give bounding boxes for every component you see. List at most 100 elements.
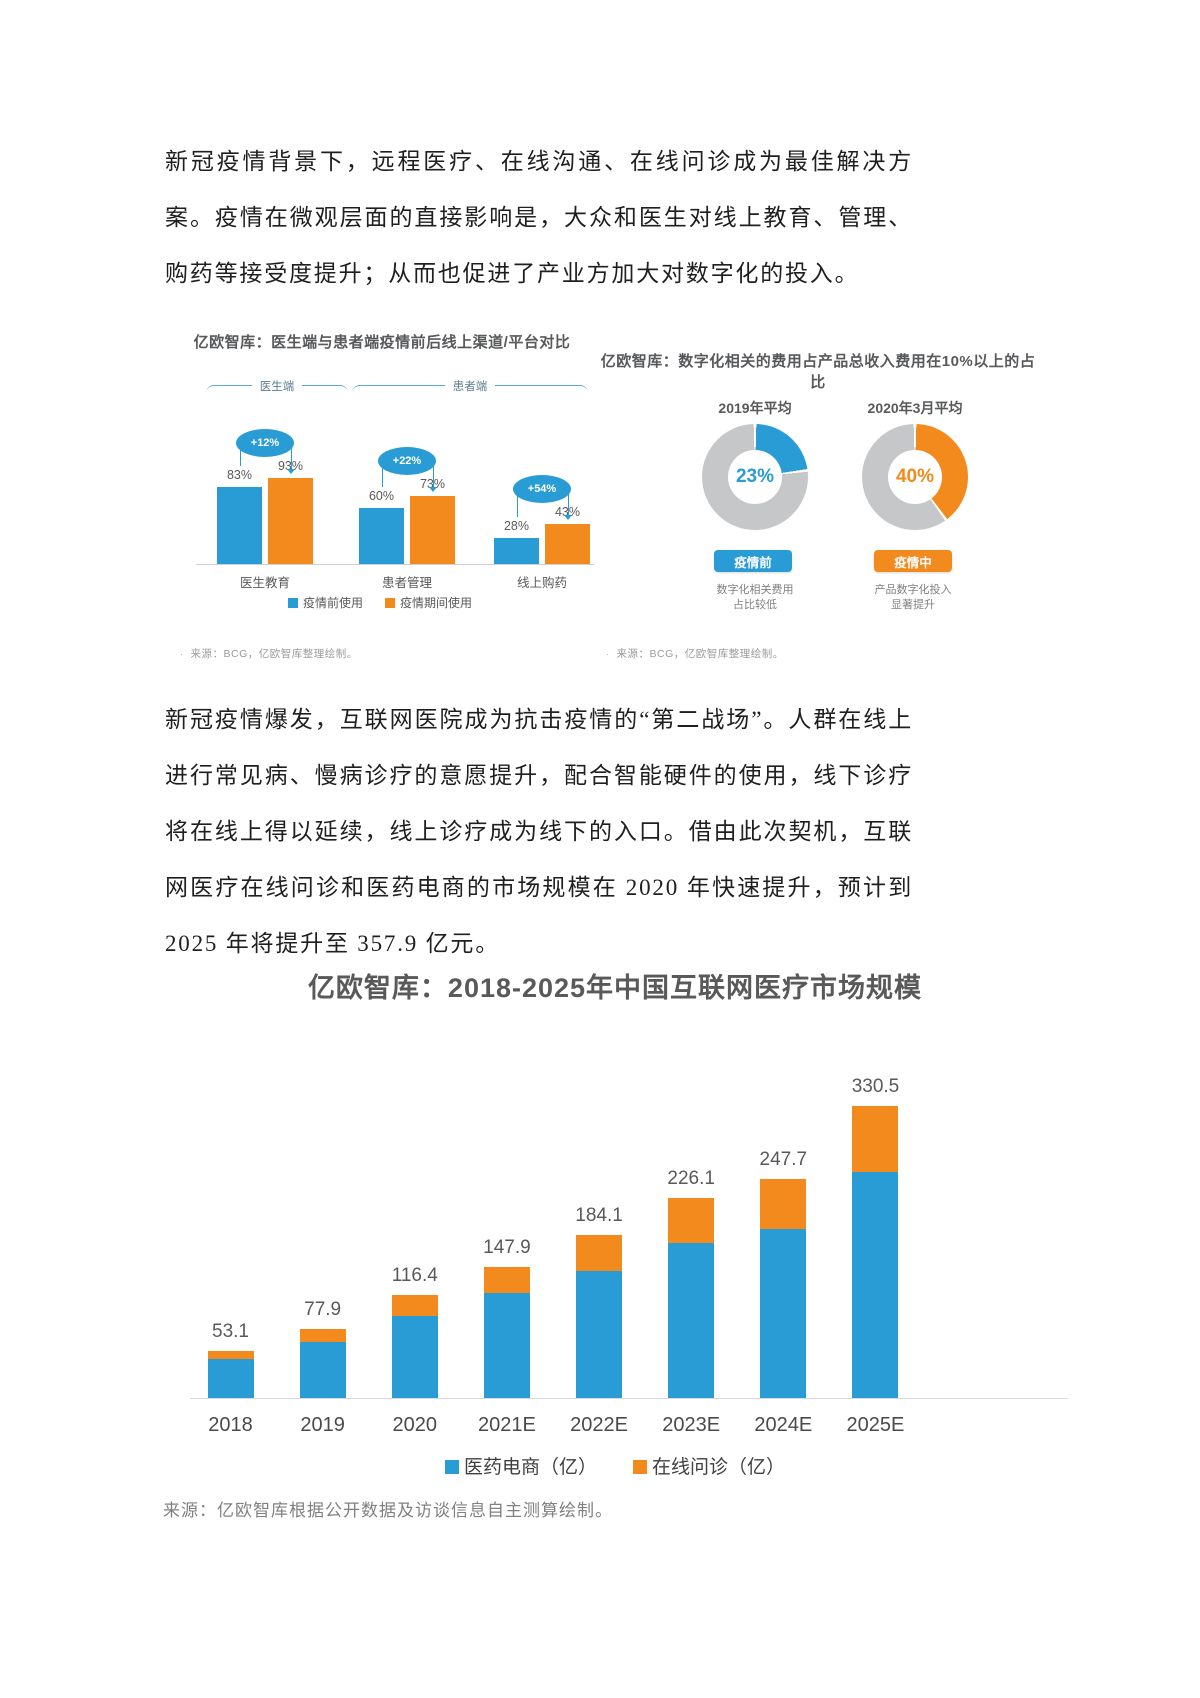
source-text: 来源：BCG，亿欧智库整理绘制。 (190, 648, 358, 660)
category-label: 医生教育 (239, 576, 290, 590)
bar-pharma-ecommerce (852, 1172, 899, 1398)
legend-swatch-orange (385, 597, 395, 608)
total-value-label: 53.1 (212, 1321, 249, 1343)
left-chart-legend: 疫情前使用 疫情期间使用 (170, 594, 590, 611)
total-value-label: 330.5 (851, 1075, 900, 1097)
bar-online-consultation (668, 1198, 715, 1243)
left-chart-axis-line (196, 564, 594, 565)
right-chart-source: · 来源：BCG，亿欧智库整理绘制。 (606, 646, 784, 661)
donut-chart-2019: 23% (702, 424, 808, 530)
bar-online-consultation (576, 1235, 623, 1272)
legend-label: 疫情期间使用 (400, 596, 473, 610)
market-size-axis-line (190, 1398, 1068, 1399)
bracket-line (206, 385, 252, 393)
bar-during-covid (545, 524, 590, 564)
change-bubble: +54% (513, 475, 571, 503)
legend-item: 疫情期间使用 (385, 594, 472, 611)
category-label: 患者管理 (381, 576, 432, 590)
total-value-label: 247.7 (759, 1149, 808, 1171)
change-bubble: +22% (378, 447, 436, 476)
x-axis-label: 2024E (754, 1414, 813, 1436)
bar-pharma-ecommerce (483, 1292, 530, 1398)
legend-label: 医药电商（亿） (463, 1457, 597, 1478)
bracket-label: 医生端 (259, 381, 295, 393)
left-chart-source: · 来源：BCG，亿欧智库整理绘制。 (180, 646, 358, 661)
bar-pre-covid (359, 508, 404, 564)
donut-2019-value: 23% (735, 466, 775, 487)
total-value-label: 226.1 (667, 1168, 715, 1190)
bar-value-label: 83% (226, 467, 253, 482)
source-text: 来源：BCG，亿欧智库整理绘制。 (616, 648, 784, 660)
bar-pre-covid (494, 537, 539, 564)
caption-line: 产品数字化投入 (874, 584, 952, 596)
bracket-line (495, 385, 588, 393)
bar-pre-covid (217, 486, 262, 564)
bar-online-consultation (207, 1351, 254, 1359)
group-bracket-patient-side: 患者端 (352, 381, 588, 396)
caption-line: 数字化相关费用 (716, 584, 794, 596)
legend-swatch-orange (633, 1460, 647, 1474)
change-bracket-left (239, 442, 242, 466)
bracket-label: 患者端 (452, 381, 488, 393)
legend-label: 疫情前使用 (302, 596, 363, 610)
total-value-label: 147.9 (483, 1237, 531, 1259)
change-arrow-icon (428, 487, 437, 493)
change-bracket-right (567, 489, 570, 515)
badge-during-covid: 疫情中 (874, 550, 952, 572)
caption-line: 显著提升 (891, 599, 935, 611)
donut-2020-value: 40% (895, 466, 935, 487)
caption-line: 占比较低 (733, 599, 777, 611)
legend-item: 在线问诊（亿） (633, 1452, 785, 1479)
total-value-label: 77.9 (304, 1299, 342, 1321)
donut-2019-label: 2019年平均 (718, 400, 792, 416)
donut-chart-2020: 40% (862, 424, 968, 530)
change-arrow-icon (286, 468, 295, 474)
donut-2020-caption: 产品数字化投入 显著提升 (852, 583, 974, 613)
legend-item: 医药电商（亿） (444, 1452, 597, 1479)
x-axis-label: 2023E (662, 1414, 721, 1436)
badge-pre-covid: 疫情前 (714, 550, 792, 572)
bar-pharma-ecommerce (391, 1316, 438, 1398)
donut-2020-label: 2020年3月平均 (867, 400, 963, 416)
category-label: 线上购药 (516, 576, 567, 590)
bar-online-consultation (299, 1329, 346, 1342)
paragraph-1: 新冠疫情背景下，远程医疗、在线沟通、在线问诊成为最佳解决方案。疫情在微观层面的直… (165, 149, 913, 286)
bar-pharma-ecommerce (668, 1242, 715, 1398)
bar-during-covid (410, 496, 455, 564)
legend-label: 在线问诊（亿） (652, 1457, 786, 1478)
donut-hole (728, 450, 782, 504)
x-axis-label: 2018 (208, 1414, 253, 1436)
market-size-chart-title: 亿欧智库：2018-2025年中国互联网医疗市场规模 (307, 973, 923, 1003)
bar-during-covid (268, 477, 313, 564)
bar-online-consultation (483, 1267, 530, 1293)
change-bracket-left (381, 461, 384, 488)
right-chart-title: 亿欧智库：数字化相关的费用占产品总收入费用在10%以上的占比 (600, 353, 1036, 391)
x-axis-label: 2021E (477, 1414, 536, 1436)
group-bracket-doctor-side: 医生端 (206, 381, 348, 396)
source-bullet: · (180, 649, 184, 659)
legend-item: 疫情前使用 (287, 594, 363, 611)
source-bullet: · (606, 649, 610, 659)
change-bracket-left (516, 489, 519, 517)
bar-pharma-ecommerce (207, 1359, 254, 1398)
bar-pharma-ecommerce (576, 1271, 623, 1398)
total-value-label: 116.4 (391, 1265, 438, 1287)
change-bubble: +12% (236, 428, 294, 457)
bracket-line (352, 385, 445, 393)
bracket-line (302, 385, 348, 393)
total-value-label: 184.1 (575, 1205, 623, 1227)
bar-online-consultation (391, 1295, 438, 1317)
bar-online-consultation (852, 1105, 899, 1173)
x-axis-label: 2025E (846, 1414, 905, 1436)
x-axis-label: 2022E (570, 1414, 628, 1436)
donut-2019-caption: 数字化相关费用 占比较低 (694, 583, 816, 613)
x-axis-label: 2019 (300, 1414, 345, 1436)
change-bracket-right (290, 442, 293, 469)
left-chart-title: 亿欧智库：医生端与患者端疫情前后线上渠道/平台对比 (193, 334, 571, 351)
market-size-legend: 医药电商（亿） 在线问诊（亿） (190, 1452, 1040, 1479)
bar-pharma-ecommerce (760, 1228, 807, 1398)
legend-swatch-blue (444, 1460, 459, 1474)
grouped-bar-plot: 83% 93% +12% 医生教育 60% 73% +22% 患者管理 28% 43% +54% 线上… (170, 380, 594, 604)
x-axis-label: 2020 (392, 1414, 438, 1436)
